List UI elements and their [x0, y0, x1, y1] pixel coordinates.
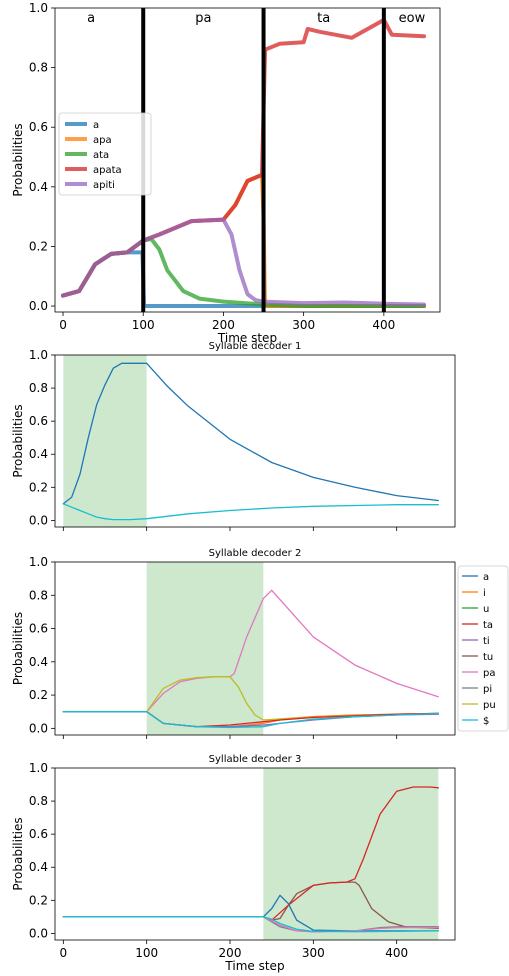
series-line-a [62, 362, 439, 505]
y-tick-label: 0.4 [29, 860, 48, 874]
y-tick-label: 0.8 [29, 61, 48, 75]
legend-label-pu: pu [483, 700, 496, 711]
legend-label-pi: pi [483, 684, 492, 695]
y-tick-label: 0.6 [29, 414, 48, 428]
series-line-pa [62, 589, 439, 713]
legend-label-ta: ta [483, 620, 493, 631]
y-tick-label: 0.0 [29, 513, 48, 527]
chart-panel-4: 0.0 0.2 0.4 0.6 0.8 1.0 0 100 200 300 400 Probabili… [11, 754, 456, 973]
y-tick-label: 0.2 [29, 239, 48, 253]
x-tick-label: 200 [212, 318, 235, 332]
y-tick-label: 0.0 [29, 926, 48, 940]
series-line-$ [62, 711, 439, 729]
y-tick-label: 1.0 [29, 1, 48, 15]
legend-label-pa: pa [483, 668, 495, 679]
highlight-region [63, 355, 147, 527]
segment-label: pa [195, 11, 211, 26]
legend-label-i: i [483, 588, 486, 599]
x-tick-label: 400 [385, 946, 408, 960]
segment-label: eow [399, 11, 426, 26]
legend: a apa ata apata apiti [58, 112, 152, 196]
legend: aiu ta ti tu pa pi pu $ [457, 565, 509, 732]
segment-label: a [87, 11, 95, 26]
y-tick-label: 0.6 [29, 622, 48, 636]
x-tick-label: 100 [132, 318, 155, 332]
plot-frame [54, 767, 456, 941]
y-tick-label: 0.4 [29, 447, 48, 461]
y-tick-label: 0.8 [29, 381, 48, 395]
plot-frame [54, 354, 456, 528]
y-tick-label: 0.2 [29, 893, 48, 907]
x-tick-label: 400 [372, 318, 395, 332]
legend-label-ata: ata [93, 150, 109, 161]
series-line-$ [62, 503, 439, 521]
chart-title: Syllable decoder 3 [209, 754, 302, 765]
series-line-apiti [61, 217, 426, 307]
y-tick-label: 0.2 [29, 480, 48, 494]
y-tick-label: 0.2 [29, 688, 48, 702]
y-tick-label: 0.4 [29, 655, 48, 669]
y-tick-label: 0.4 [29, 180, 48, 194]
y-axis-label: Probabilities [11, 123, 25, 196]
chart-title: Syllable decoder 1 [209, 341, 302, 352]
legend-label-tu: tu [483, 652, 493, 663]
plot-frame [54, 7, 441, 313]
y-tick-label: 0.6 [29, 827, 48, 841]
y-tick-label: 1.0 [29, 348, 48, 362]
legend-label-ti: ti [483, 636, 490, 647]
legend-label-apa: apa [93, 135, 112, 146]
x-tick-label: 0 [59, 318, 67, 332]
x-axis-label: Time step [217, 331, 277, 345]
y-axis-label: Probabilities [11, 612, 25, 685]
y-axis-label: Probabilities [11, 404, 25, 477]
plot-frame [54, 561, 456, 736]
series-line-$ [62, 916, 439, 933]
series-line-a [62, 894, 439, 932]
legend-label-apata: apata [93, 165, 122, 176]
legend-label-$: $ [483, 716, 489, 727]
x-tick-label: 100 [135, 946, 158, 960]
y-tick-label: 0.6 [29, 120, 48, 134]
y-tick-label: 0.8 [29, 794, 48, 808]
y-tick-label: 1.0 [29, 555, 48, 569]
y-tick-label: 1.0 [29, 761, 48, 775]
legend-label-u: u [483, 604, 489, 615]
highlight-region [263, 768, 439, 940]
chart-title: Syllable decoder 2 [209, 548, 302, 559]
segment-label: ta [317, 11, 330, 26]
y-tick-label: 0.8 [29, 588, 48, 602]
series-line-ta [62, 786, 439, 921]
legend-label-a: a [483, 572, 489, 583]
x-tick-label: 200 [219, 946, 242, 960]
legend-label-a: a [93, 120, 99, 131]
y-tick-label: 0.0 [29, 299, 48, 313]
legend-box [58, 112, 152, 196]
x-axis-label: Time step [224, 959, 284, 973]
x-tick-label: 300 [302, 946, 325, 960]
chart-panel-2: 0.0 0.2 0.4 0.6 0.8 1.0 Probabilities Syllable … [11, 341, 456, 531]
legend-label-apiti: apiti [93, 180, 115, 191]
chart-panel-3: 0.0 0.2 0.4 0.6 0.8 1.0 Probabilities Syllable … [11, 548, 509, 739]
series-line-ata [61, 237, 426, 308]
highlight-region [146, 562, 264, 735]
x-tick-label: 300 [292, 318, 315, 332]
legend-box [457, 565, 509, 732]
y-axis-label: Probabilities [11, 817, 25, 890]
y-tick-label: 0.0 [29, 721, 48, 735]
x-tick-label: 0 [60, 946, 68, 960]
